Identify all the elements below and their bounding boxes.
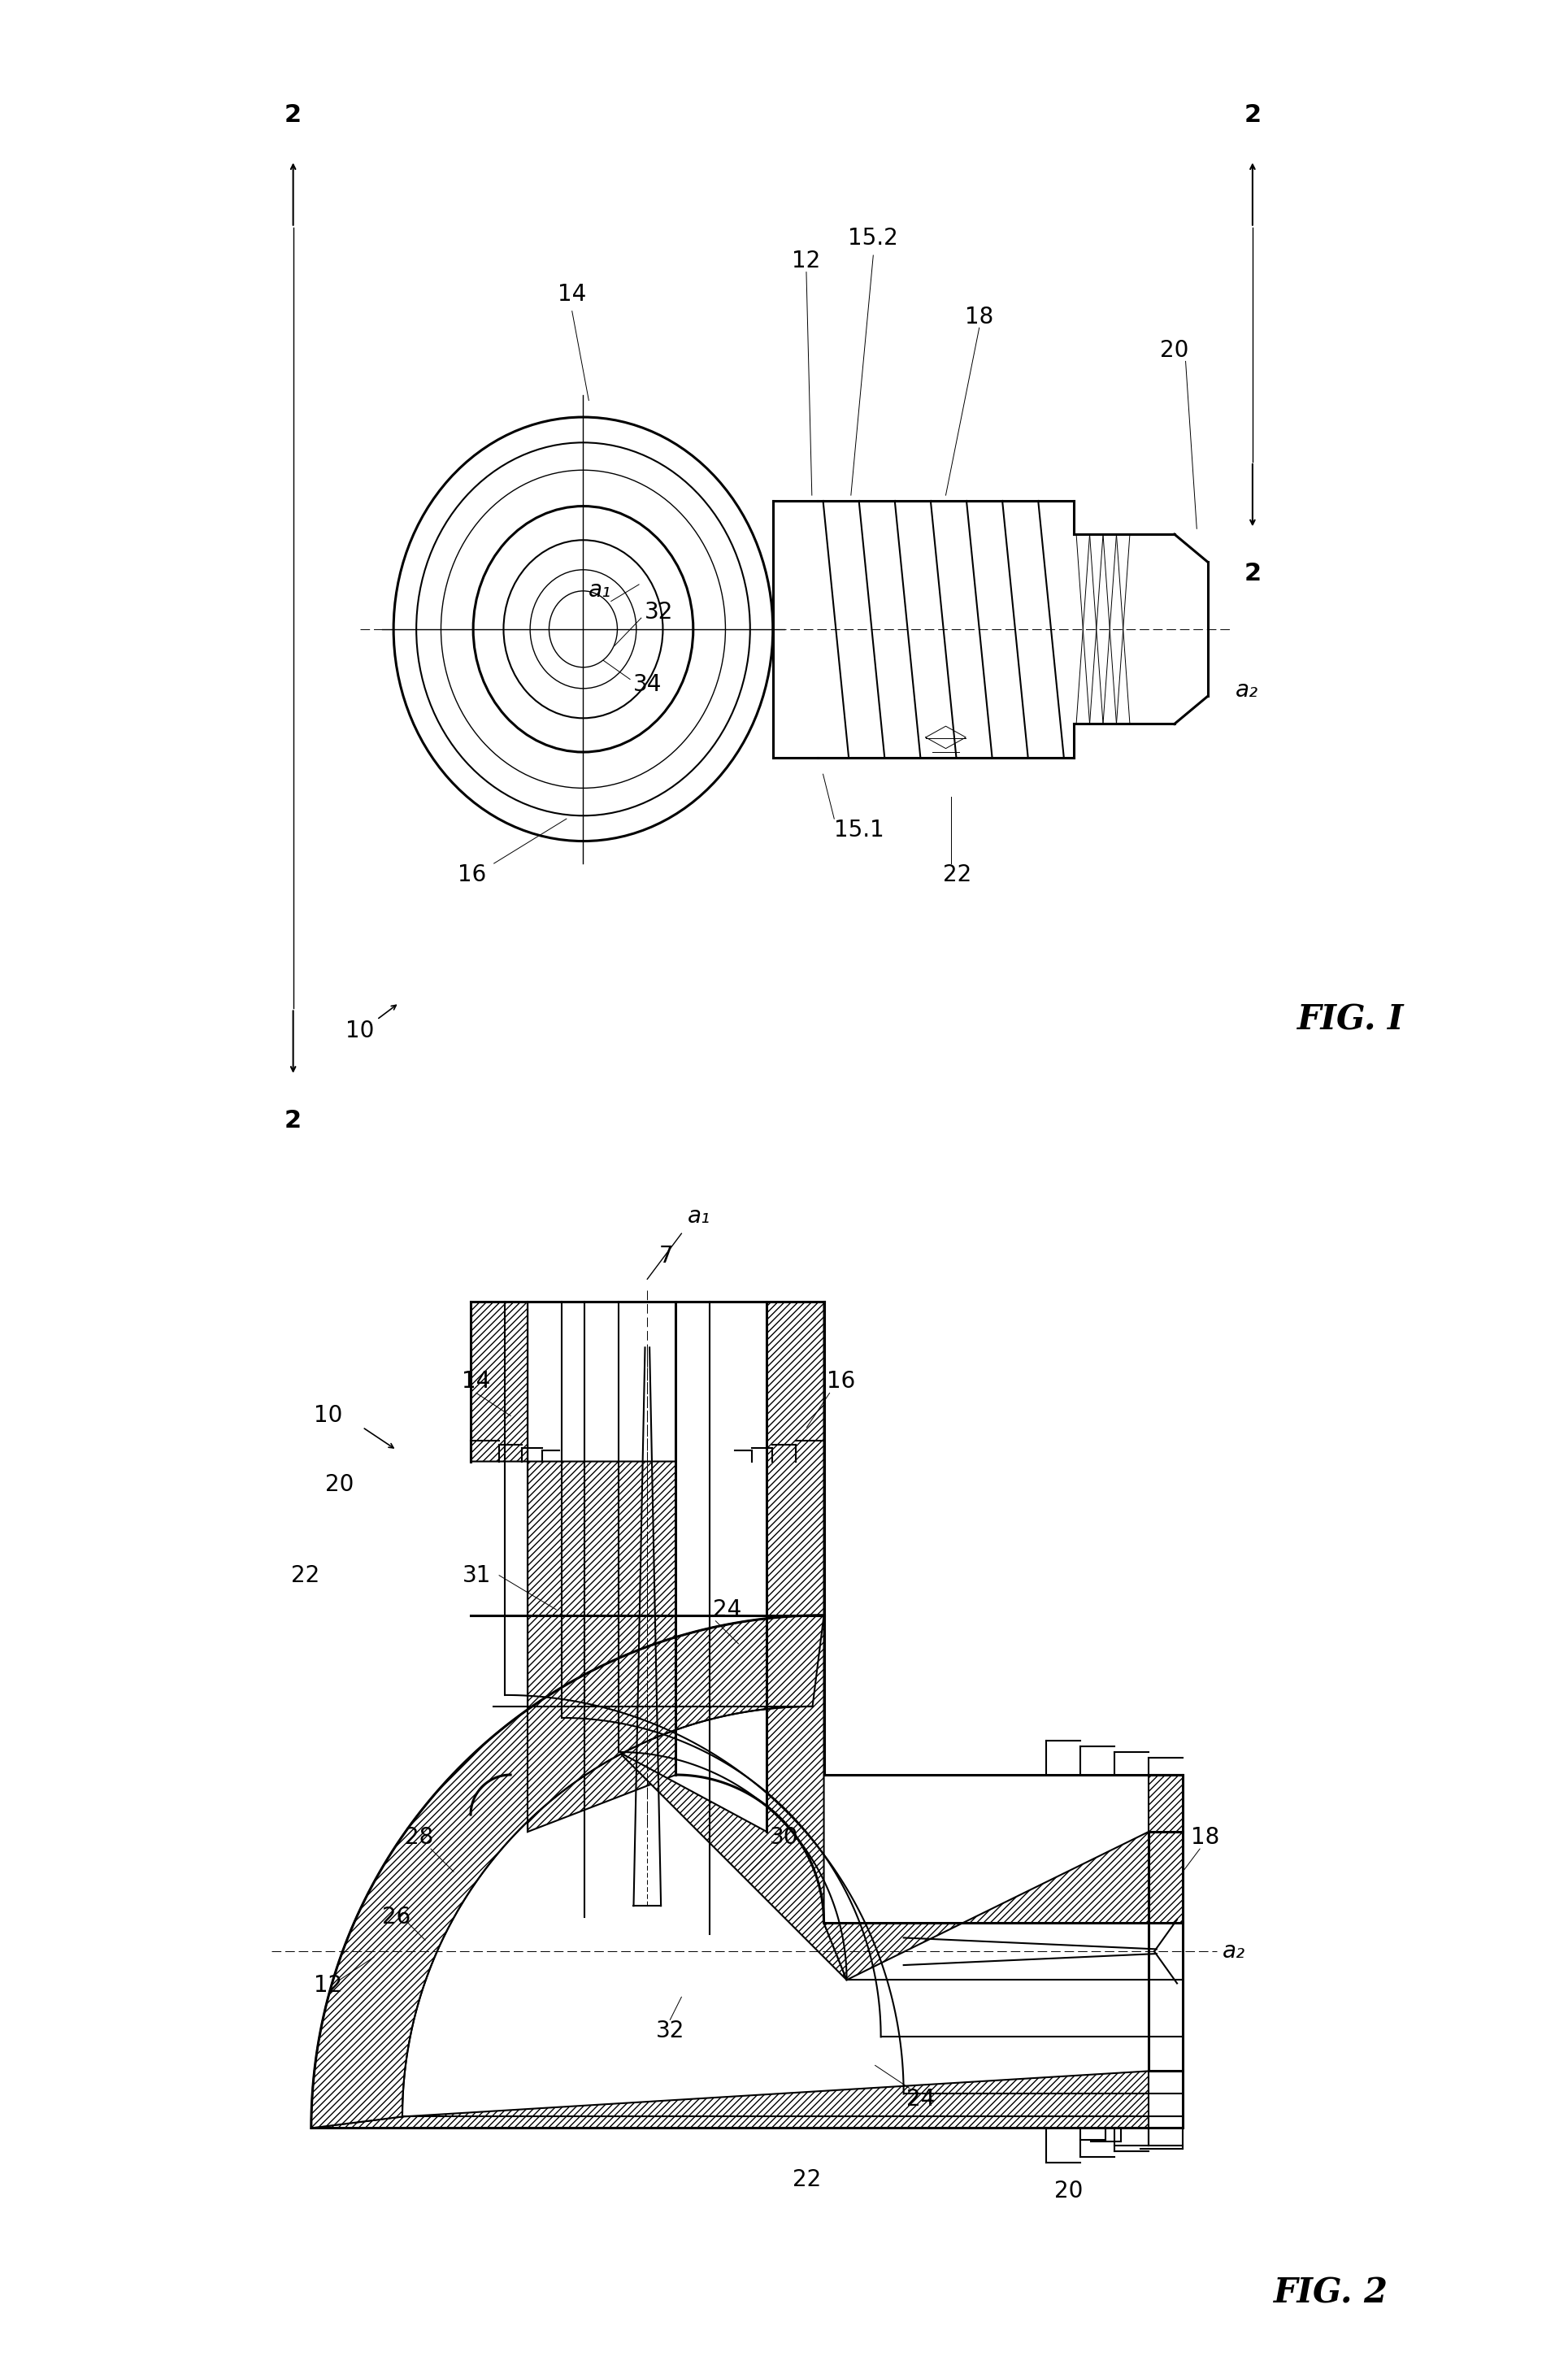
Text: 32: 32 [644, 601, 673, 624]
Text: a₂: a₂ [1236, 679, 1259, 703]
Polygon shape [470, 1301, 676, 1833]
Text: FIG. I: FIG. I [1297, 1002, 1403, 1037]
Polygon shape [823, 1776, 1182, 1980]
Text: FIG. 2: FIG. 2 [1273, 2277, 1389, 2310]
Text: 10: 10 [314, 1405, 343, 1427]
Text: 12: 12 [792, 249, 820, 273]
Text: 18: 18 [1192, 1826, 1220, 1849]
Text: 14: 14 [463, 1370, 491, 1394]
Text: 16: 16 [458, 864, 486, 886]
Text: 20: 20 [1054, 2179, 1083, 2203]
Text: 34: 34 [633, 674, 662, 696]
Text: 14: 14 [558, 283, 586, 306]
Text: 2: 2 [284, 1109, 301, 1132]
Text: 10: 10 [345, 1018, 375, 1042]
Text: 22: 22 [292, 1564, 320, 1586]
Text: 15.1: 15.1 [834, 819, 884, 840]
Text: 30: 30 [770, 1826, 798, 1849]
Text: 2: 2 [284, 104, 301, 126]
Text: 24: 24 [906, 2089, 935, 2110]
Text: a₁: a₁ [588, 579, 612, 601]
Text: 18: 18 [964, 306, 994, 328]
Polygon shape [310, 2070, 1182, 2127]
Text: 22: 22 [792, 2167, 822, 2191]
Text: 24: 24 [713, 1598, 742, 1621]
Text: 7: 7 [659, 1244, 673, 1268]
Text: 22: 22 [942, 864, 971, 886]
Text: 32: 32 [655, 2020, 685, 2042]
Text: 28: 28 [405, 1826, 434, 1849]
Text: a₂: a₂ [1223, 1940, 1245, 1963]
Polygon shape [619, 1301, 847, 1980]
Text: 15.2: 15.2 [848, 228, 898, 249]
Text: 31: 31 [463, 1564, 491, 1586]
Text: 16: 16 [826, 1370, 855, 1394]
Polygon shape [310, 1614, 823, 2127]
Text: 20: 20 [1160, 339, 1189, 361]
Text: a₁: a₁ [687, 1206, 710, 1227]
Text: 26: 26 [383, 1906, 411, 1928]
Text: 2: 2 [1243, 563, 1261, 586]
Text: 20: 20 [325, 1472, 354, 1496]
Text: 12: 12 [314, 1975, 342, 1997]
Text: 2: 2 [1243, 104, 1261, 126]
